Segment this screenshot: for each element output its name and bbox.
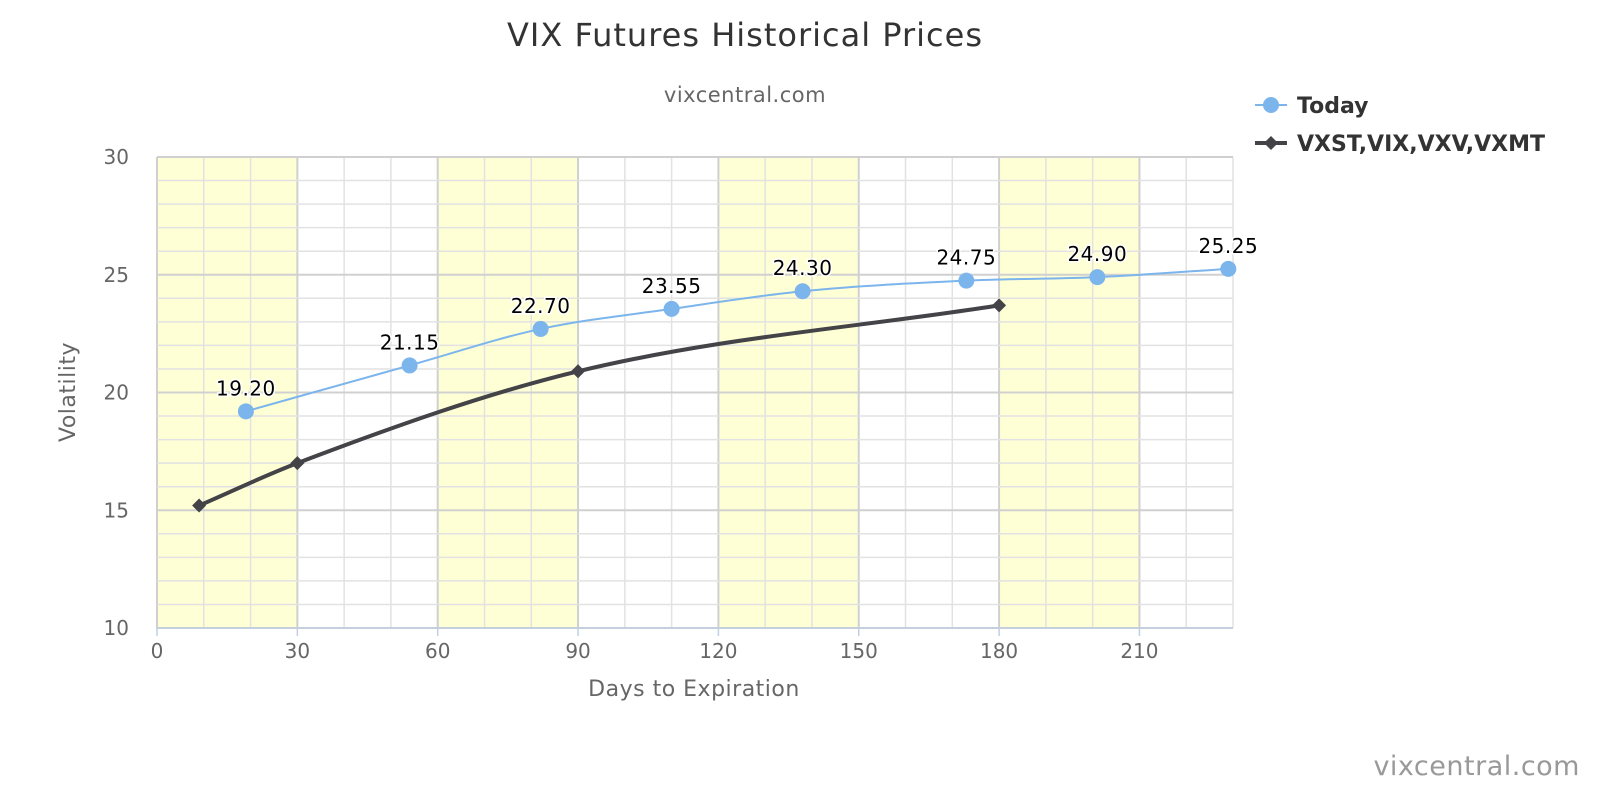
data-label: 24.75 (936, 246, 996, 270)
data-point-circle (1089, 269, 1106, 286)
x-tick-label: 120 (699, 639, 737, 663)
data-label: 25.25 (1198, 234, 1258, 258)
y-tick-label: 25 (104, 263, 129, 287)
chart-title: VIX Futures Historical Prices (507, 16, 983, 54)
legend-circle-icon (1263, 97, 1279, 113)
x-tick-label: 30 (285, 639, 310, 663)
y-axis-title: Volatility (56, 342, 81, 442)
legend: Today VXST,VIX,VXV,VXMT (1255, 94, 1545, 157)
credits-text: vixcentral.com (1373, 751, 1580, 782)
y-tick-label: 20 (104, 381, 129, 405)
data-label: 24.30 (773, 256, 833, 280)
legend-diamond-icon (1264, 136, 1278, 150)
grid-lines (156, 156, 1234, 629)
data-point-diamond (192, 498, 207, 513)
data-label: 21.15 (380, 330, 440, 354)
data-label: 24.90 (1067, 242, 1127, 266)
series-markers (192, 260, 1237, 513)
y-tick-label: 15 (104, 498, 129, 522)
data-point-circle (401, 357, 418, 374)
x-tick-label: 90 (565, 639, 590, 663)
x-tick-label: 0 (151, 639, 164, 663)
y-tick-label: 10 (104, 616, 129, 640)
data-point-circle (794, 283, 811, 300)
axes: 0 30 60 90 120 150 180 210 10 15 20 25 30 (104, 145, 1233, 663)
data-point-circle (1220, 260, 1237, 277)
x-tick-label: 150 (840, 639, 878, 663)
y-tick-label: 30 (104, 145, 129, 169)
data-point-circle (663, 300, 680, 317)
data-point-circle (958, 272, 975, 289)
x-axis-title: Days to Expiration (588, 677, 800, 702)
x-tick-label: 180 (980, 639, 1018, 663)
data-point-diamond (571, 364, 586, 379)
chart-subtitle: vixcentral.com (664, 83, 826, 107)
data-label: 23.55 (642, 274, 702, 298)
data-point-diamond (290, 456, 305, 471)
series-line-1 (198, 303, 1000, 508)
x-tick-label: 60 (425, 639, 450, 663)
data-labels: 19.20 21.15 22.70 23.55 24.30 24.75 24.90 25.25 (215, 232, 1260, 401)
data-point-circle (237, 403, 254, 420)
data-point-circle (532, 320, 549, 337)
data-label: 22.70 (511, 294, 571, 318)
data-point-diamond (992, 298, 1007, 313)
legend-label-1: VXST,VIX,VXV,VXMT (1297, 132, 1545, 157)
data-label: 19.20 (216, 376, 276, 400)
x-tick-label: 210 (1120, 639, 1158, 663)
legend-label-0: Today (1297, 94, 1368, 119)
